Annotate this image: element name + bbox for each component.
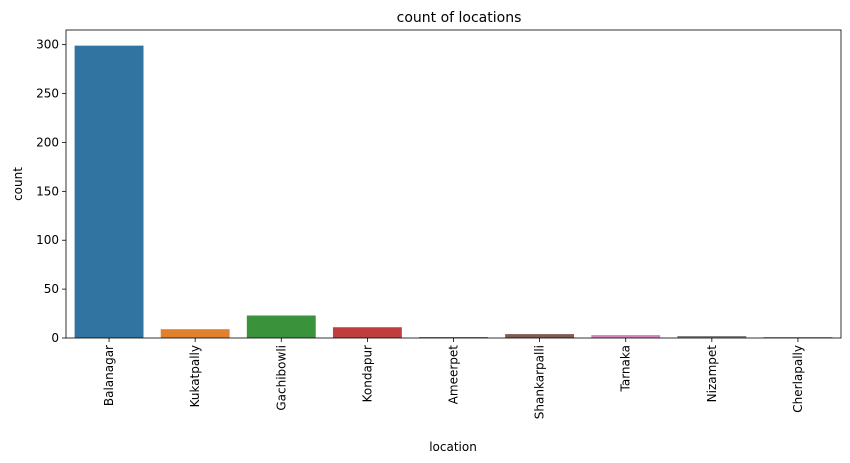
y-axis: 0 50 100 150 200 250 300 xyxy=(36,38,66,345)
x-tick-label: Cherlapally xyxy=(791,345,805,413)
bar-ameerpet xyxy=(419,337,488,338)
plot-frame xyxy=(65,29,842,339)
x-axis-label: location xyxy=(429,440,477,454)
y-tick-label: 0 xyxy=(51,331,59,345)
y-tick-label: 100 xyxy=(36,233,59,247)
bar-balanagar xyxy=(74,45,144,338)
bar-shankarpalli xyxy=(505,334,575,338)
y-axis-label: count xyxy=(11,167,25,201)
x-tick-label: Tarnaka xyxy=(619,345,633,392)
x-tick-label: Ameerpet xyxy=(447,345,461,405)
y-tick-label: 50 xyxy=(44,282,59,296)
y-tick-label: 200 xyxy=(36,135,59,149)
x-tick-label: Gachibowli xyxy=(274,345,288,411)
bar-nizampet xyxy=(677,336,747,338)
x-tick-label: Nizampet xyxy=(705,345,719,403)
x-tick-label: Kukatpally xyxy=(188,345,202,407)
bar-kondapur xyxy=(332,327,402,338)
x-tick-label: Kondapur xyxy=(360,345,374,402)
x-axis: Balanagar Kukatpally Gachibowli Kondapur Ame… xyxy=(102,338,805,419)
y-tick-label: 150 xyxy=(36,184,59,198)
bar-cherlapally xyxy=(763,337,833,338)
y-tick-label: 250 xyxy=(36,87,59,101)
bar-gachibowli xyxy=(246,315,316,338)
x-tick-label: Balanagar xyxy=(102,345,116,406)
y-tick-label: 300 xyxy=(36,38,59,52)
chart-title: count of locations xyxy=(397,10,522,26)
bar-kukatpally xyxy=(160,329,230,338)
bar-tarnaka xyxy=(591,335,661,338)
bars-group xyxy=(74,45,833,338)
x-tick-label: Shankarpalli xyxy=(533,345,547,419)
